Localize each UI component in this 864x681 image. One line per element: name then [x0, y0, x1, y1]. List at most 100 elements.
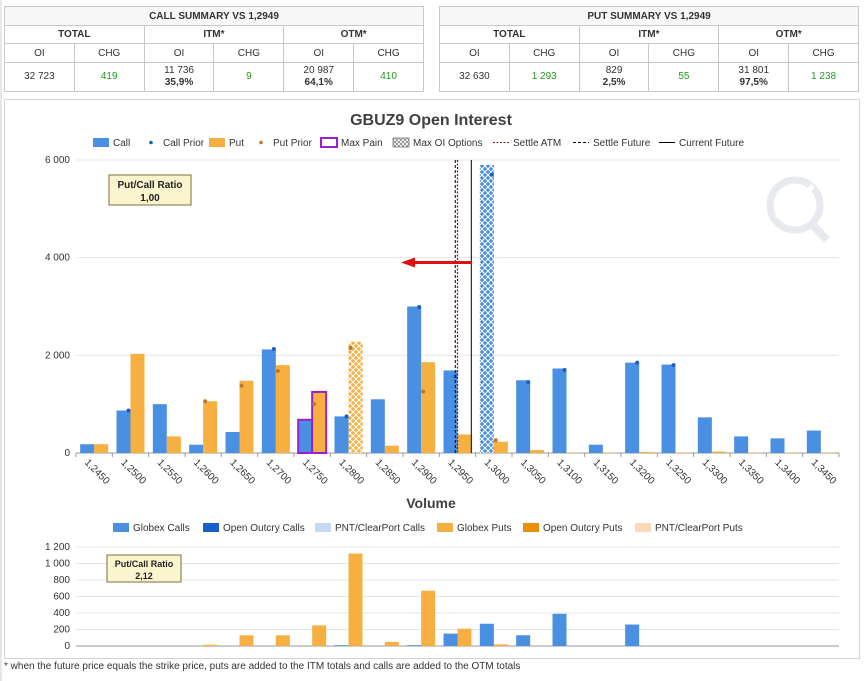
put-itm-chg: 55: [648, 62, 720, 92]
volume-legend-item-globex-calls[interactable]: Globex Calls: [113, 523, 190, 534]
volume-globex-put-bar-1-2900[interactable]: [421, 590, 436, 646]
legend-swatch: [315, 523, 331, 532]
oi-legend-item-current-future[interactable]: Current Future: [659, 138, 744, 149]
volume-bars: [203, 553, 640, 646]
oi-put-bar-1-3050[interactable]: [530, 450, 545, 453]
oi-put-bar-1-2700[interactable]: [275, 365, 290, 453]
legend-label: Put Prior: [273, 138, 313, 149]
oi-put-bar-1-2500[interactable]: [130, 353, 145, 453]
oi-call-bar-1-2500[interactable]: [116, 410, 131, 453]
oi-put-bar-1-2600[interactable]: [203, 401, 218, 453]
oi-y-tick-label: 4 000: [45, 253, 70, 264]
oi-call-prior-dot-1-2900: [417, 304, 422, 309]
volume-globex-put-bar-1-2850[interactable]: [384, 641, 399, 646]
oi-put-bar-1-2450[interactable]: [94, 444, 109, 453]
oi-legend-item-settle-atm[interactable]: Settle ATM: [493, 138, 561, 149]
volume-globex-call-bar-1-3100[interactable]: [552, 613, 567, 646]
oi-call-bar-1-2850[interactable]: [370, 399, 385, 453]
oi-put-prior-dot-1-2650: [239, 383, 244, 388]
oi-ratio-label: Put/Call Ratio: [117, 180, 182, 191]
oi-call-bar-1-3100[interactable]: [552, 368, 567, 453]
oi-legend-item-call-prior[interactable]: Call Prior: [149, 138, 205, 149]
oi-call-bar-1-2750[interactable]: [297, 418, 314, 454]
call-itm-oi: 11 736: [164, 65, 194, 76]
oi-put-prior-dot-1-2600: [203, 399, 208, 404]
call-summary-table: CALL SUMMARY VS 1,2949 TOTAL ITM* OTM* O…: [4, 6, 424, 92]
oi-put-bar-1-2650[interactable]: [239, 380, 254, 453]
volume-ratio-label: Put/Call Ratio: [115, 559, 174, 569]
oi-put-bar-1-2750[interactable]: [311, 390, 328, 455]
legend-swatch: [635, 523, 651, 532]
put-itm-pct: 2,5%: [602, 77, 626, 88]
oi-legend-item-settle-future[interactable]: Settle Future: [573, 138, 651, 149]
volume-globex-put-bar-1-2800[interactable]: [348, 553, 363, 646]
oi-put-bar-1-2800[interactable]: [348, 341, 363, 453]
volume-y-tick-label: 800: [53, 575, 70, 586]
volume-legend-item-pnt-clearport-calls[interactable]: PNT/ClearPort Calls: [315, 523, 425, 534]
oi-call-bar-1-3200[interactable]: [625, 362, 640, 453]
oi-call-bar-1-3150[interactable]: [588, 444, 603, 453]
oi-call-bar-1-3450[interactable]: [806, 430, 821, 453]
volume-globex-call-bar-1-3000[interactable]: [479, 623, 494, 646]
oi-put-bar-1-2850[interactable]: [384, 445, 399, 453]
volume-globex-call-bar-1-3200[interactable]: [625, 624, 640, 646]
oi-put-bar-1-3300[interactable]: [711, 451, 726, 453]
oi-legend-item-max-oi-options[interactable]: Max OI Options: [392, 137, 482, 149]
page-left-edge: [0, 0, 2, 681]
volume-globex-put-bar-1-3000[interactable]: [493, 644, 508, 646]
call-total-chg: 419: [73, 62, 145, 92]
oi-legend-item-call[interactable]: Call: [93, 138, 130, 149]
oi-put-bar-1-2950[interactable]: [457, 434, 472, 453]
put-group-itm: ITM*: [578, 25, 720, 44]
oi-call-bar-1-3250[interactable]: [661, 364, 676, 453]
oi-x-tick-label: 1,3400: [772, 457, 802, 487]
volume-legend-item-open-outcry-puts[interactable]: Open Outcry Puts: [523, 523, 622, 534]
oi-x-tick-label: 1,3350: [736, 457, 766, 487]
put-group-total: TOTAL: [439, 25, 580, 44]
oi-legend-item-max-pain[interactable]: Max Pain: [320, 137, 383, 149]
volume-legend-item-pnt-clearport-puts[interactable]: PNT/ClearPort Puts: [635, 523, 743, 534]
oi-call-bar-1-3000[interactable]: [479, 164, 494, 453]
oi-call-bar-1-2600[interactable]: [189, 444, 204, 453]
oi-call-bar-1-3400[interactable]: [770, 438, 785, 453]
volume-globex-call-bar-1-2800[interactable]: [334, 645, 349, 646]
oi-put-bar-1-2900[interactable]: [421, 362, 436, 453]
oi-x-tick-label: 1,2650: [227, 457, 257, 487]
oi-x-tick-label: 1,3100: [554, 457, 584, 487]
oi-call-bar-1-3300[interactable]: [697, 417, 712, 453]
legend-swatch: [209, 138, 225, 147]
volume-globex-call-bar-1-2950[interactable]: [443, 633, 458, 646]
legend-swatch: [523, 523, 539, 532]
oi-call-bar-1-2700[interactable]: [261, 349, 276, 453]
volume-globex-put-bar-1-2600[interactable]: [203, 644, 218, 646]
oi-call-bar-1-2800[interactable]: [334, 416, 349, 453]
oi-call-prior-dot-1-2800: [344, 414, 349, 419]
oi-call-bar-1-2900[interactable]: [407, 306, 422, 454]
volume-legend-item-open-outcry-calls[interactable]: Open Outcry Calls: [203, 523, 305, 534]
oi-call-bar-1-2650[interactable]: [225, 432, 240, 453]
call-head-chg-itm: CHG: [213, 43, 285, 63]
oi-put-bar-1-2550[interactable]: [166, 436, 181, 453]
oi-call-bar-1-3350[interactable]: [734, 436, 749, 453]
volume-globex-call-bar-1-2900[interactable]: [407, 645, 422, 646]
oi-legend-item-put-prior[interactable]: Put Prior: [259, 138, 313, 149]
put-head-chg-total: CHG: [508, 43, 580, 63]
volume-globex-put-bar-1-2950[interactable]: [457, 628, 472, 646]
volume-legend-item-globex-puts[interactable]: Globex Puts: [437, 523, 511, 534]
oi-call-bar-1-3050[interactable]: [516, 380, 531, 453]
volume-globex-call-bar-1-3050[interactable]: [516, 635, 531, 646]
legend-swatch: [259, 140, 263, 145]
volume-globex-put-bar-1-2700[interactable]: [275, 635, 290, 646]
volume-y-tick-label: 400: [53, 608, 70, 619]
oi-legend-item-put[interactable]: Put: [209, 138, 244, 149]
volume-globex-put-bar-1-2750[interactable]: [312, 625, 327, 646]
oi-call-bar-1-2450[interactable]: [80, 444, 95, 453]
oi-call-bar-1-2550[interactable]: [152, 404, 167, 453]
oi-call-bar-1-2950[interactable]: [443, 370, 458, 453]
legend-label: Settle ATM: [513, 138, 561, 149]
call-summary-title: CALL SUMMARY VS 1,2949: [4, 6, 424, 26]
put-head-chg-itm: CHG: [648, 43, 720, 63]
oi-put-bar-1-3000[interactable]: [493, 441, 508, 453]
oi-put-bar-1-3200[interactable]: [639, 452, 654, 453]
volume-globex-put-bar-1-2650[interactable]: [239, 635, 254, 646]
